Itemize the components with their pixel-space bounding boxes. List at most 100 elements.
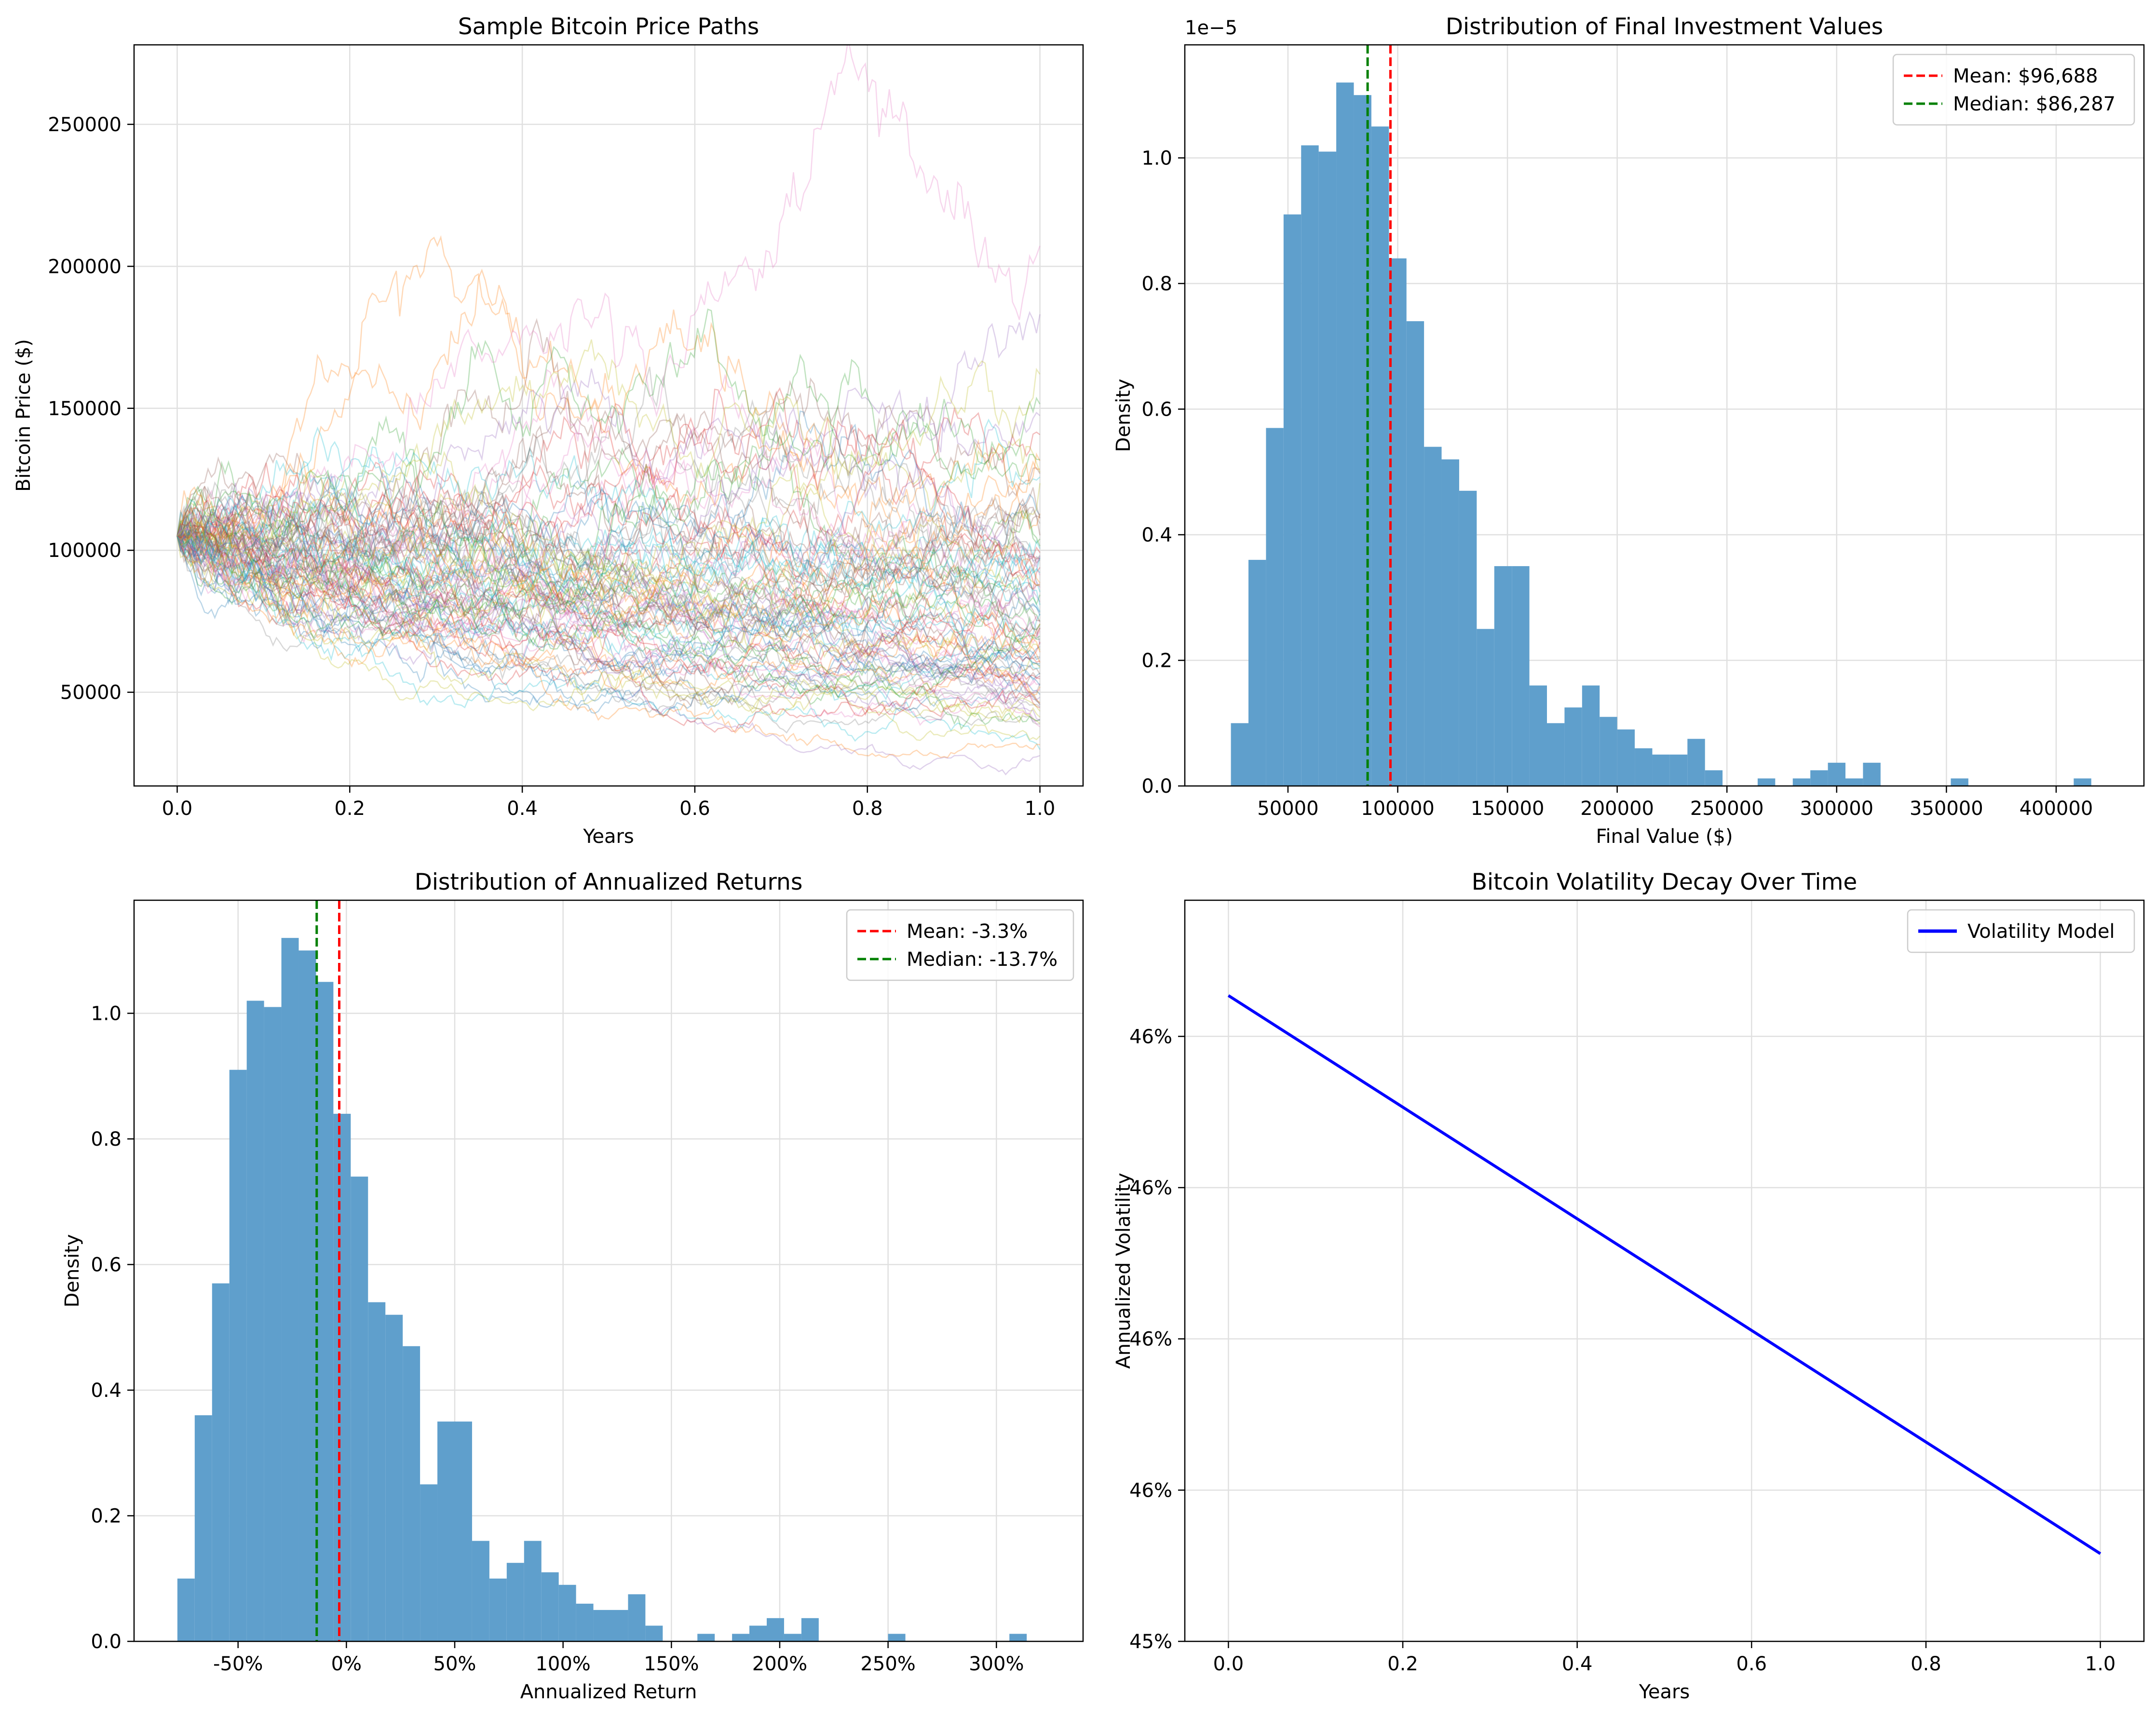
histogram-bar: [610, 1610, 628, 1641]
histogram-bar: [1792, 778, 1811, 786]
y-tick-label: 0.8: [1141, 273, 1172, 295]
price-path-line: [176, 515, 1041, 627]
chart-title: Sample Bitcoin Price Paths: [458, 14, 759, 40]
price-path-line: [177, 490, 1041, 663]
histogram-bar: [1652, 754, 1670, 786]
histogram-bar: [1389, 258, 1407, 786]
price-path-line: [176, 466, 1041, 658]
x-tick-label: 0.0: [162, 798, 193, 820]
histogram-bar: [1301, 145, 1319, 786]
histogram-bar: [1635, 748, 1653, 786]
histogram-bar: [454, 1421, 472, 1641]
histogram-bar: [246, 1001, 264, 1641]
histogram-bar: [1529, 685, 1547, 786]
price-path-line: [177, 311, 1041, 590]
y-axis-label: Bitcoin Price ($): [13, 339, 35, 492]
price-path-line: [176, 387, 1041, 569]
price-path-line: [176, 414, 1041, 588]
y-tick-label: 50000: [60, 682, 122, 704]
chart-title: Bitcoin Volatility Decay Over Time: [1472, 869, 1858, 895]
legend-label: Volatility Model: [1967, 920, 2115, 943]
price-path-line: [176, 486, 1041, 631]
y-tick-label: 46%: [1129, 1479, 1172, 1502]
price-path-line: [176, 506, 1041, 707]
panel-2: 50000 100000 150000 200000 250000 300000 35000…: [1112, 14, 2145, 848]
price-path-line: [176, 505, 1041, 637]
x-axis-label: Years: [583, 826, 634, 848]
x-tick-label: 250000: [1690, 798, 1764, 820]
price-path-line: [176, 490, 1041, 722]
price-path-line: [176, 461, 1041, 699]
histogram-bar: [420, 1484, 438, 1641]
x-tick-label: 0.2: [334, 798, 365, 820]
histogram-bar: [177, 1578, 195, 1641]
y-offset-label: 1e−5: [1185, 17, 1237, 39]
price-path-line: [176, 486, 1040, 672]
legend: Mean: -3.3% Median: -13.7%: [846, 909, 1074, 981]
y-tick-label: 0.0: [91, 1631, 122, 1653]
histogram-bar: [1582, 685, 1600, 786]
price-path-line: [176, 522, 1041, 701]
gridlines: [134, 45, 1083, 786]
histogram-bar: [264, 1007, 282, 1641]
price-path-line: [177, 366, 1040, 660]
y-tick-label: 200000: [48, 256, 122, 278]
y-tick-label: 46%: [1129, 1328, 1172, 1351]
price-path-line: [176, 519, 1041, 685]
price-path-line: [176, 452, 1041, 586]
histogram-bar: [212, 1283, 230, 1641]
histogram-bar: [1009, 1634, 1027, 1641]
price-path-line: [176, 530, 1040, 726]
histogram-bar: [333, 1113, 351, 1641]
y-tick-label: 1.0: [91, 1002, 122, 1025]
price-path-line: [176, 525, 1040, 701]
x-tick-label: 0%: [331, 1653, 362, 1675]
histogram-bar: [489, 1578, 507, 1641]
x-tick-label: 1.0: [2085, 1653, 2116, 1675]
price-path-line: [176, 528, 1041, 645]
price-path-line: [176, 45, 1041, 569]
price-path-line: [176, 536, 1041, 717]
x-tick-label: 0.4: [1562, 1653, 1593, 1675]
x-tick-label: 0.8: [852, 798, 883, 820]
price-path-line: [176, 452, 1041, 631]
axes-frame: [133, 899, 1084, 1642]
price-path-line: [176, 536, 1040, 676]
price-path-line: [176, 389, 1041, 631]
price-path-line: [176, 463, 1041, 628]
price-path-line: [176, 536, 1041, 714]
histogram-bar: [1441, 459, 1459, 786]
price-path-line: [176, 442, 1041, 663]
price-path-line: [176, 318, 1041, 566]
price-path-line: [176, 505, 1041, 709]
x-axis-label: Final Value ($): [1596, 826, 1733, 848]
y-tick-label: 0.4: [91, 1380, 122, 1402]
panel-3: -50% 0% 50% 100% 150% 200% 250% 300% 0.0 0.2 0.4 0.…: [61, 869, 1084, 1703]
histogram-bar: [1231, 723, 1248, 786]
price-path-line: [176, 410, 1041, 604]
price-path-line: [176, 491, 1041, 679]
x-tick-label: 50%: [434, 1653, 476, 1675]
price-path-line: [176, 521, 1041, 724]
price-path-line: [176, 517, 1040, 684]
x-tick-label: 300000: [1800, 798, 1873, 820]
legend-label: Median: $86,287: [1953, 93, 2115, 115]
y-tick-label: 0.4: [1141, 524, 1172, 546]
y-tick-label: 45%: [1129, 1631, 1172, 1653]
histogram-bar: [281, 938, 299, 1641]
y-axis-label: Annualized Volatility: [1112, 1173, 1135, 1369]
histogram-bar: [593, 1610, 611, 1641]
price-path-line: [177, 518, 1040, 758]
price-path-line: [176, 473, 1041, 656]
histogram-bar: [1951, 778, 1968, 786]
price-path-line: [176, 514, 1040, 776]
price-path-line: [176, 399, 1041, 631]
histogram-bar: [1459, 490, 1477, 786]
histogram-bar: [506, 1563, 524, 1641]
histogram-bar: [1564, 707, 1582, 786]
histogram-bar: [1600, 717, 1617, 786]
x-tick-label: 150000: [1471, 798, 1545, 820]
y-axis-label: Density: [1112, 379, 1135, 452]
histogram-bar: [1512, 566, 1530, 786]
legend-label: Mean: -3.3%: [907, 920, 1028, 943]
